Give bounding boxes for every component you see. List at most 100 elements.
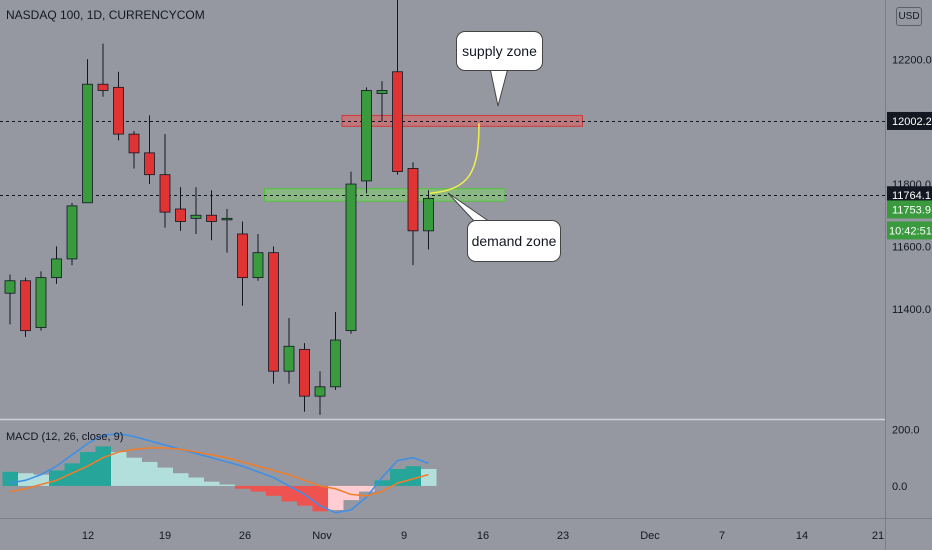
candle-body <box>423 197 434 232</box>
macd-bar <box>343 485 359 501</box>
candle <box>221 209 233 253</box>
candle <box>268 246 279 384</box>
macd-tick-label: 200.0 <box>892 424 920 436</box>
candle-body <box>128 133 140 154</box>
chart-title: NASDAQ 100, 1D, CURRENCYCOM <box>6 8 205 22</box>
time-tick-label: Nov <box>312 530 332 542</box>
price-tick-label: 11600.0 <box>892 241 931 253</box>
price-label-box <box>887 111 932 130</box>
demand-zone-callout: demand zone <box>467 220 561 262</box>
candle-body <box>66 205 78 260</box>
candle <box>159 134 171 228</box>
candle-body <box>252 252 264 279</box>
candle-body <box>361 90 372 182</box>
time-tick-label: 21 <box>872 530 884 542</box>
price-label-text: 11753.9 <box>892 204 931 216</box>
macd-bar <box>111 452 127 486</box>
time-tick-label: 12 <box>82 530 94 542</box>
candle-body <box>113 86 124 135</box>
macd-bar <box>297 485 313 506</box>
signal-line <box>9 447 429 497</box>
macd-bar <box>328 485 344 510</box>
candle <box>51 246 62 284</box>
candle <box>97 43 109 97</box>
supply-callout-pointer <box>489 67 509 107</box>
projection-curve <box>429 123 480 195</box>
time-tick-label: 16 <box>477 530 489 542</box>
macd-bar <box>157 467 173 486</box>
candle-body <box>221 217 233 221</box>
candle <box>4 274 16 325</box>
candle-body <box>314 386 326 397</box>
candle-body <box>407 168 419 232</box>
candle-body <box>35 277 47 328</box>
price-label-text: 12002.2 <box>892 116 932 128</box>
supply-zone-callout: supply zone <box>456 31 543 71</box>
candle-body <box>20 280 31 332</box>
time-tick-label: 23 <box>557 530 569 542</box>
macd-bar <box>142 461 158 486</box>
candle-body <box>283 345 295 372</box>
candle <box>252 233 264 281</box>
candle-body <box>159 174 171 213</box>
candle <box>345 171 357 334</box>
time-tick-label: 19 <box>159 530 171 542</box>
candle <box>299 343 310 412</box>
macd-bar <box>188 477 204 486</box>
candle-body <box>4 280 16 294</box>
candle <box>20 277 31 337</box>
time-tick-label: Dec <box>640 530 660 542</box>
macd-bar <box>80 452 96 486</box>
candle <box>314 371 326 415</box>
macd-bar <box>173 473 189 486</box>
time-tick-label: 14 <box>796 530 808 542</box>
price-label-box <box>887 186 932 205</box>
candle-body <box>330 339 341 388</box>
macd-line <box>9 432 429 514</box>
candle <box>392 0 403 175</box>
price-tick-label: 11400.0 <box>892 304 931 316</box>
macd-title: MACD (12, 26, close, 9) <box>6 431 124 443</box>
candle-body <box>268 252 279 372</box>
candle <box>144 115 155 185</box>
candle <box>330 311 341 390</box>
supply-zone-box <box>341 114 583 127</box>
countdown-box <box>887 221 932 240</box>
macd-bar <box>126 457 142 486</box>
macd-bar <box>204 481 220 486</box>
time-tick-label: 7 <box>719 530 725 542</box>
currency-button[interactable]: USD <box>896 7 922 26</box>
macd-bar <box>405 466 421 486</box>
candle <box>423 190 434 250</box>
candle-body <box>345 183 357 332</box>
macd-bar <box>235 485 251 489</box>
candle <box>190 187 202 234</box>
candle <box>361 87 372 194</box>
candle-body <box>206 214 217 222</box>
candle <box>206 190 217 241</box>
candle-body <box>175 208 186 222</box>
candle <box>283 318 295 384</box>
demand-zone-box <box>264 188 506 202</box>
macd-bar <box>281 485 297 502</box>
candle-body <box>299 348 310 397</box>
macd-bar <box>359 485 375 492</box>
candle <box>82 59 93 204</box>
candle <box>35 271 47 331</box>
macd-bar <box>64 463 80 486</box>
candle-body <box>190 214 202 219</box>
supply-zone-label: supply zone <box>462 43 537 59</box>
candle <box>407 162 419 266</box>
candle <box>66 202 78 266</box>
candle-body <box>97 83 109 91</box>
candle <box>376 81 388 122</box>
candle-body <box>376 90 388 94</box>
macd-bar <box>95 446 111 486</box>
candle <box>128 131 140 169</box>
candle-body <box>392 71 403 172</box>
demand-zone-label: demand zone <box>471 233 557 249</box>
price-label-box <box>887 200 932 219</box>
candle <box>237 221 248 306</box>
candle-body <box>144 152 155 176</box>
